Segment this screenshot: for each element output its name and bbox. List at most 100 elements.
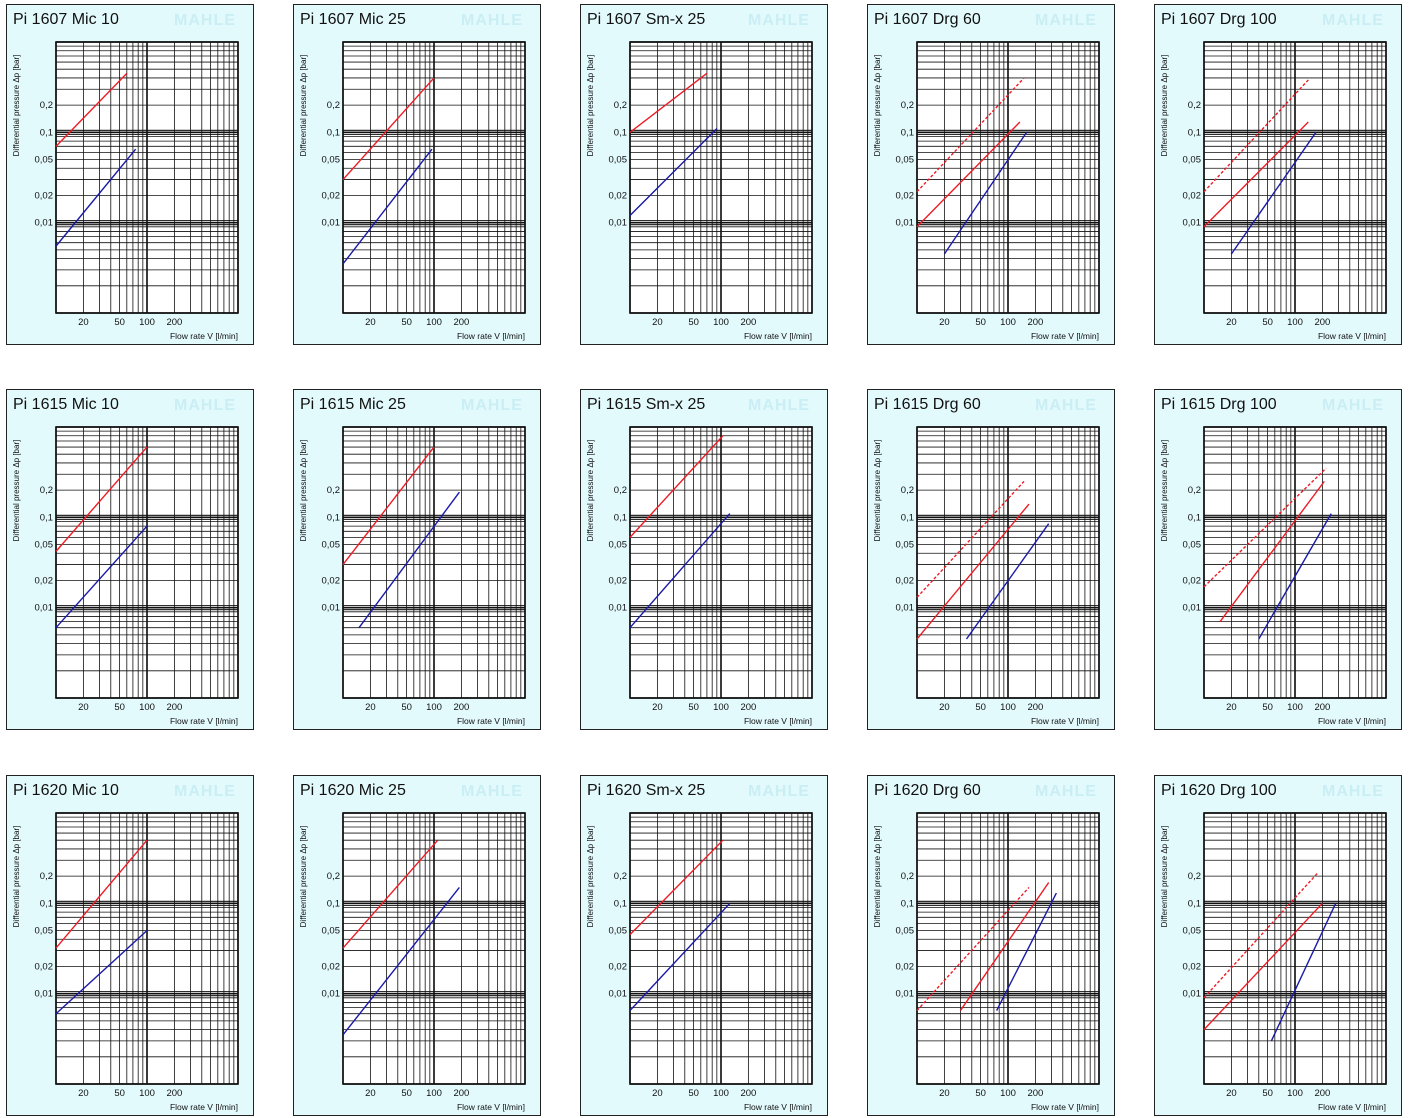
y-tick-label: 0,02: [896, 575, 915, 586]
x-tick-label: 50: [688, 702, 699, 713]
x-tick-label: 100: [1000, 1088, 1016, 1099]
y-tick-label: 0,1: [1188, 898, 1201, 909]
x-axis-label: Flow rate V [l/min]: [457, 1102, 525, 1112]
series-line-red-dashed: [1203, 467, 1327, 588]
series-line-red-dashed: [1203, 871, 1319, 999]
x-gridlines: [55, 427, 239, 698]
x-tick-label: 20: [652, 702, 663, 713]
y-tick-label: 0,01: [609, 989, 628, 1000]
y-tick-label: 0,05: [35, 155, 54, 166]
x-tick-label: 20: [652, 1088, 663, 1099]
x-tick-label: 50: [401, 1088, 412, 1099]
chart-title: Pi 1607 Drg 60: [874, 11, 981, 28]
x-tick-label: 100: [713, 317, 729, 328]
y-tick-label: 0,01: [896, 218, 915, 229]
plot-frame: [342, 41, 526, 314]
y-tick-label: 0,01: [1183, 603, 1202, 614]
series-line-red-dashed: [916, 886, 1030, 1012]
y-tick-label: 0,1: [1188, 127, 1201, 138]
x-tick-label: 20: [78, 317, 89, 328]
pressure-flow-chart: MAHLE Pi 1620 Drg 100 0,2 0,1 0,05 0,02 0,01 20…: [1160, 782, 1387, 1112]
plot-frame: [1203, 41, 1387, 314]
y-tick-label: 0,01: [1183, 218, 1202, 229]
plot-frame: [916, 812, 1100, 1085]
x-tick-label: 20: [1226, 702, 1237, 713]
y-tick-label: 0,2: [1188, 871, 1201, 882]
y-axis-label: Differential pressure Δp [bar]: [873, 55, 882, 157]
x-gridlines: [342, 427, 526, 698]
y-axis-label: Differential pressure Δp [bar]: [12, 55, 21, 157]
chart-panel: MAHLE Pi 1615 Mic 10 0,2 0,1 0,05 0,02 0,01 20 5…: [6, 389, 254, 730]
y-tick-label: 0,01: [35, 989, 54, 1000]
y-tick-label: 0,2: [614, 485, 627, 496]
chart-panel: MAHLE Pi 1615 Drg 100 0,2 0,1 0,05 0,02 0,01 20…: [1154, 389, 1402, 730]
series-line-red-solid: [342, 446, 435, 565]
chart-panel: MAHLE Pi 1607 Sm-x 25 0,2 0,1 0,05 0,02 0,01 20…: [580, 4, 828, 345]
y-gridlines: [1204, 41, 1386, 314]
y-tick-label: 0,1: [614, 127, 627, 138]
y-axis-label: Differential pressure Δp [bar]: [12, 440, 21, 542]
y-tick-label: 0,1: [40, 512, 53, 523]
x-gridlines: [916, 42, 1100, 313]
y-axis-label: Differential pressure Δp [bar]: [873, 826, 882, 928]
y-tick-label: 0,01: [35, 603, 54, 614]
y-tick-label: 0,1: [614, 898, 627, 909]
x-tick-label: 20: [78, 702, 89, 713]
y-tick-label: 0,1: [327, 127, 340, 138]
y-tick-label: 0,05: [896, 155, 915, 166]
pressure-flow-chart: MAHLE Pi 1615 Mic 25 0,2 0,1 0,05 0,02 0,01 20 5…: [299, 396, 526, 726]
y-tick-label: 0,02: [322, 190, 341, 201]
y-tick-label: 0,2: [614, 871, 627, 882]
x-tick-label: 200: [1027, 1088, 1043, 1099]
y-tick-label: 0,01: [609, 603, 628, 614]
brand-watermark: MAHLE: [461, 783, 523, 800]
y-tick-label: 0,2: [40, 485, 53, 496]
series-line-red-solid: [342, 77, 435, 181]
y-tick-label: 0,2: [614, 100, 627, 111]
x-tick-label: 50: [688, 317, 699, 328]
plot-frame: [629, 812, 813, 1085]
x-axis-label: Flow rate V [l/min]: [744, 331, 812, 341]
x-tick-label: 100: [139, 702, 155, 713]
series-line-red-solid: [916, 503, 1030, 640]
series-line-blue-solid: [55, 148, 137, 247]
x-gridlines: [55, 42, 239, 313]
brand-watermark: MAHLE: [461, 397, 523, 414]
series-line-red-solid: [55, 446, 148, 552]
x-tick-label: 200: [453, 702, 469, 713]
x-axis-label: Flow rate V [l/min]: [1031, 716, 1099, 726]
y-tick-label: 0,2: [327, 485, 340, 496]
y-axis-label: Differential pressure Δp [bar]: [299, 440, 308, 542]
y-tick-label: 0,05: [896, 926, 915, 937]
chart-title: Pi 1620 Mic 10: [13, 782, 119, 799]
brand-watermark: MAHLE: [748, 783, 810, 800]
x-tick-label: 20: [652, 317, 663, 328]
brand-watermark: MAHLE: [461, 12, 523, 29]
x-gridlines: [629, 813, 813, 1084]
plot-frame: [1203, 426, 1387, 699]
series-line-blue-solid: [943, 131, 1028, 255]
y-axis-label: Differential pressure Δp [bar]: [1160, 826, 1169, 928]
x-tick-label: 50: [1262, 702, 1273, 713]
brand-watermark: MAHLE: [748, 12, 810, 29]
y-tick-label: 0,05: [896, 540, 915, 551]
plot-frame: [916, 426, 1100, 699]
x-tick-label: 100: [426, 702, 442, 713]
series-line-blue-solid: [1258, 513, 1332, 640]
x-tick-label: 50: [114, 702, 125, 713]
x-gridlines: [1203, 427, 1387, 698]
x-tick-label: 100: [1287, 702, 1303, 713]
y-axis-label: Differential pressure Δp [bar]: [873, 440, 882, 542]
series-line-red-solid: [959, 882, 1050, 1011]
y-tick-label: 0,2: [1188, 100, 1201, 111]
series-line-red-solid: [916, 121, 1021, 228]
plot-frame: [1203, 812, 1387, 1085]
chart-title: Pi 1607 Sm-x 25: [587, 11, 705, 28]
y-tick-label: 0,2: [327, 871, 340, 882]
y-tick-label: 0,1: [901, 512, 914, 523]
pressure-flow-chart: MAHLE Pi 1620 Drg 60 0,2 0,1 0,05 0,02 0,01 20 5…: [873, 782, 1100, 1112]
x-tick-label: 100: [426, 1088, 442, 1099]
x-axis-label: Flow rate V [l/min]: [744, 1102, 812, 1112]
x-tick-label: 100: [1000, 702, 1016, 713]
chart-panel: MAHLE Pi 1615 Sm-x 25 0,2 0,1 0,05 0,02 0,01 20…: [580, 389, 828, 730]
